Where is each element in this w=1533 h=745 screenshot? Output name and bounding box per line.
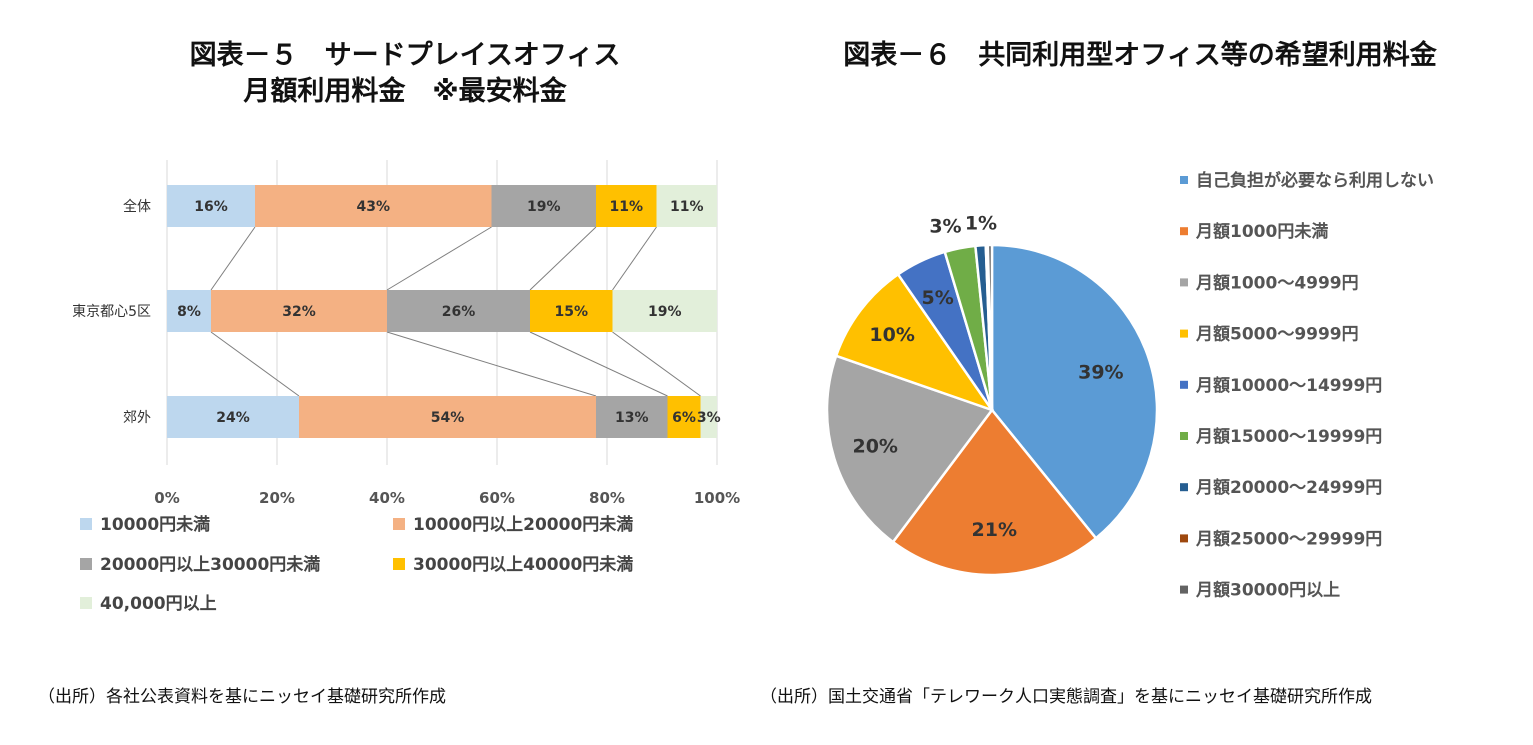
chart-left-source: （出所）各社公表資料を基にニッセイ基礎研究所作成 [38, 687, 446, 707]
legend-swatch [1180, 534, 1188, 543]
chart-left-title-line1: 図表－５ サードプレイスオフィス [189, 40, 621, 71]
series-connector-line [210, 331, 300, 397]
x-tick-label: 80% [589, 489, 625, 507]
bar-data-label: 11% [609, 199, 643, 215]
legend-label: 10000円未満 [100, 514, 210, 535]
chart-left-title-line2: 月額利用料金 ※最安料金 [243, 76, 567, 107]
bar-data-label: 19% [648, 304, 682, 320]
legend-label: 20000円以上30000円未満 [100, 554, 320, 575]
legend-label: 自己負担が必要なら利用しない [1196, 170, 1434, 191]
legend-label: 月額10000～14999円 [1195, 375, 1382, 396]
legend-label: 月額1000～4999円 [1195, 272, 1359, 293]
legend-swatch [80, 597, 92, 609]
pie-data-label: 10% [869, 324, 914, 346]
bar-segment [255, 185, 492, 227]
legend-label: 月額25000～29999円 [1195, 528, 1382, 549]
legend-swatch [393, 558, 405, 570]
bar-segment [596, 396, 668, 438]
category-label: 東京都心5区 [72, 304, 151, 320]
pie-data-label: 20% [852, 436, 897, 458]
legend-swatch [1180, 227, 1188, 236]
category-label: 全体 [123, 198, 151, 215]
legend-swatch [1180, 432, 1188, 440]
bar-segment [211, 290, 387, 332]
legend-label: 月額5000～9999円 [1195, 324, 1359, 345]
pie-data-label: 5% [922, 287, 954, 309]
pie-slice [986, 243, 994, 411]
pie-slice [891, 407, 1098, 577]
chart-right-source: （出所）国土交通省「テレワーク人口実態調査」を基にニッセイ基礎研究所作成 [760, 687, 1372, 707]
series-connector-line [386, 331, 597, 397]
category-label: 郊外 [123, 409, 151, 426]
bar-data-label: 3% [697, 410, 721, 426]
bar-segment [491, 185, 596, 227]
pie-slice [825, 354, 995, 544]
legend-swatch [1180, 585, 1188, 594]
bar-segment [700, 396, 717, 438]
bar-segment [167, 396, 299, 438]
bar-segment [596, 185, 657, 227]
legend-swatch [1180, 278, 1188, 287]
chart-left-title: 図表－５ サードプレイスオフィス 月額利用料金 ※最安料金 [100, 38, 710, 110]
pie-slice [834, 272, 996, 413]
bar-data-label: 26% [442, 304, 476, 320]
bar-data-label: 11% [670, 199, 704, 215]
legend-swatch [80, 518, 92, 530]
series-connector-line [529, 331, 668, 397]
series-connector-line [386, 226, 492, 291]
legend-label: 40,000円以上 [100, 594, 217, 614]
x-tick-label: 40% [369, 489, 405, 507]
bar-segment [530, 290, 613, 332]
bar-data-label: 32% [282, 304, 316, 320]
legend-swatch [1180, 176, 1188, 184]
x-tick-label: 100% [694, 489, 740, 507]
bar-data-label: 8% [177, 304, 201, 320]
bar-data-label: 24% [216, 410, 250, 426]
series-connector-line [612, 331, 701, 397]
bar-data-label: 54% [431, 410, 465, 426]
bar-data-label: 16% [194, 199, 228, 215]
x-tick-label: 0% [154, 489, 179, 507]
pie-data-label: 1% [965, 212, 997, 234]
bar-segment [167, 185, 255, 227]
legend-label: 月額1000円未満 [1195, 221, 1328, 242]
bar-data-label: 19% [527, 199, 561, 215]
bar-segment [667, 396, 701, 438]
pie-chart: 39% 21% 20% 10% 5% 3% 1% 自己負担が必要なら利用しない月額1000円未… [825, 170, 1434, 601]
legend-swatch [1180, 380, 1188, 389]
bar-data-label: 43% [356, 199, 390, 215]
pie-data-label: 21% [972, 519, 1017, 541]
chart-right-title: 図表－６ 共同利用型オフィス等の希望利用料金 [843, 40, 1437, 71]
legend-swatch [80, 558, 92, 570]
bar-segment [656, 185, 717, 227]
bar-data-label: 13% [615, 410, 649, 426]
legend-label: 10000円以上20000円未満 [413, 514, 633, 535]
pie-data-label: 39% [1078, 361, 1123, 383]
series-connector-line [529, 226, 597, 291]
bar-segment [612, 290, 717, 332]
bar-segment [167, 290, 211, 332]
bar-data-label: 15% [554, 304, 588, 320]
legend-label: 月額20000～24999円 [1195, 477, 1382, 498]
bar-segment [387, 290, 530, 332]
x-tick-label: 20% [259, 489, 295, 507]
legend-label: 月額15000～19999円 [1195, 426, 1382, 447]
legend-swatch [1180, 329, 1188, 338]
x-tick-label: 60% [479, 489, 515, 507]
series-connector-line [612, 226, 657, 291]
legend-swatch [393, 518, 405, 530]
pie-slice [990, 243, 1159, 540]
bar-data-label: 6% [672, 410, 696, 426]
legend-label: 30000円以上40000円未満 [413, 554, 633, 575]
stacked-bar-chart: 0% 20% 40% 60% 80% 100% 全体 16% 43% 19% 11% 11% 東京都心5… [72, 160, 740, 614]
legend-label: 月額30000円以上 [1195, 580, 1340, 601]
series-connector-line [210, 226, 256, 291]
legend-swatch [1180, 483, 1188, 492]
pie-data-label: 3% [929, 215, 961, 237]
bar-segment [299, 396, 596, 438]
